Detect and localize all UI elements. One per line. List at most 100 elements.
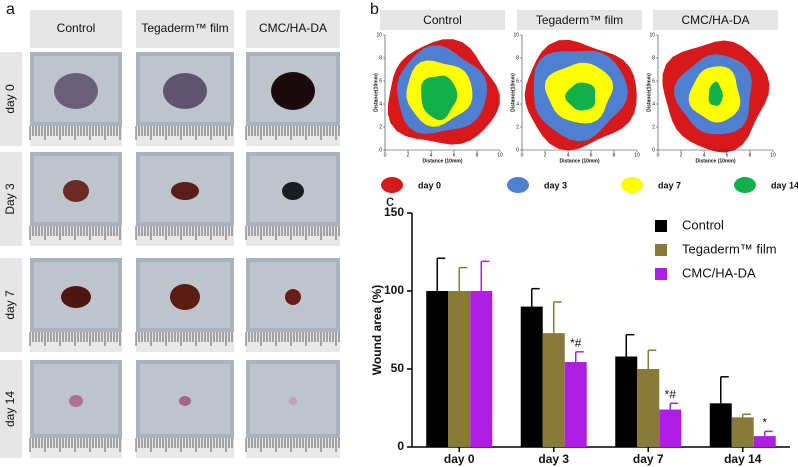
ruler (246, 226, 340, 246)
x-tick-label: 10 (634, 152, 640, 158)
panel-letter: a (6, 1, 15, 18)
legend-label: Control (682, 217, 724, 232)
y-tick-label: 0 (516, 147, 519, 153)
significance-mark: * (762, 416, 767, 430)
bar (470, 291, 493, 447)
legend-swatch (655, 268, 667, 280)
row-label-box (0, 52, 22, 146)
x-tick-label: day 0 (444, 452, 475, 466)
bar (520, 306, 543, 447)
x-tick-label: 4 (430, 152, 433, 158)
x-tick-label: 6 (590, 152, 593, 158)
y-axis-label: Distance(10mm) (646, 73, 652, 112)
y-tick-label: 8 (516, 55, 519, 61)
y-tick-label: 0 (652, 147, 655, 153)
wound (69, 395, 83, 407)
bar (564, 361, 587, 447)
legend-label: day 7 (658, 180, 681, 190)
row-label-box (0, 152, 22, 246)
wound (285, 289, 301, 305)
bar (753, 436, 776, 447)
y-tick-label: 50 (391, 361, 405, 375)
wound (171, 182, 199, 200)
x-tick-label: 8 (476, 152, 479, 158)
x-tick-label: 4 (567, 152, 570, 158)
y-tick-label: 4 (516, 101, 519, 107)
legend-swatch (655, 244, 667, 256)
row-label-box (0, 360, 22, 458)
row-label: Day 3 (3, 183, 17, 215)
bar (615, 356, 638, 447)
plot-title: CMC/HA-DA (682, 13, 750, 27)
legend-label: CMC/HA-DA (682, 265, 756, 280)
plot-title: Tegaderm™ film (536, 13, 623, 27)
significance-mark: *# (570, 336, 582, 350)
ruler (246, 332, 340, 352)
row-label: day 0 (3, 84, 17, 114)
legend-swatch (621, 177, 643, 193)
legend-swatch (507, 177, 529, 193)
plot-title: Control (423, 13, 462, 27)
x-tick-label: 6 (453, 152, 456, 158)
y-tick-label: 2 (516, 124, 519, 130)
y-tick-label: 2 (379, 124, 382, 130)
wound (271, 72, 315, 110)
bar (542, 333, 565, 447)
legend-swatch (655, 220, 667, 232)
legend-swatch (734, 177, 756, 193)
ruler (136, 332, 234, 352)
y-tick-label: 0 (379, 147, 382, 153)
y-tick-label: 0 (397, 439, 404, 453)
wound (61, 286, 91, 308)
wound (179, 396, 191, 406)
column-header: CMC/HA-DA (259, 21, 327, 35)
x-axis-label: Distance (10mm) (559, 158, 599, 164)
plot-title-box (653, 10, 778, 30)
row-label: day 14 (3, 391, 17, 427)
wound (289, 397, 297, 405)
legend-label: day 14 (771, 180, 798, 190)
bar (731, 417, 754, 447)
y-axis-label: Wound area (%) (370, 285, 384, 375)
x-tick-label: 10 (497, 152, 503, 158)
x-axis-label: Distance (10mm) (695, 158, 735, 164)
plot-title-box (380, 10, 505, 30)
column-header-box (246, 10, 340, 48)
y-tick-label: 2 (652, 124, 655, 130)
plot-title-box (517, 10, 642, 30)
x-tick-label: 2 (680, 152, 683, 158)
ruler (136, 226, 234, 246)
x-tick-label: 2 (544, 152, 547, 158)
panel-letter: c (386, 193, 394, 210)
bar (709, 403, 732, 447)
y-axis-label: Distance(10mm) (510, 73, 516, 112)
wound-contour (708, 81, 723, 106)
y-axis-label: Distance(10mm) (373, 73, 379, 112)
y-tick-label: 6 (516, 78, 519, 84)
wound (63, 180, 89, 202)
bar (659, 409, 682, 447)
bar (448, 291, 471, 447)
bar (426, 291, 449, 447)
x-tick-label: 4 (703, 152, 706, 158)
x-tick-label: 8 (613, 152, 616, 158)
y-tick-label: 4 (379, 101, 382, 107)
column-header: Control (57, 21, 96, 35)
column-header-box (30, 10, 122, 48)
y-tick-label: 10 (649, 32, 655, 38)
wound (282, 182, 304, 200)
y-tick-label: 10 (513, 32, 519, 38)
significance-mark: *# (665, 387, 677, 401)
wound (170, 284, 200, 310)
legend-label: day 0 (418, 180, 441, 190)
column-header-box (136, 10, 234, 48)
row-label: day 7 (3, 290, 17, 320)
y-tick-label: 4 (652, 101, 655, 107)
legend-label: Tegaderm™ film (682, 241, 777, 256)
ruler (136, 126, 234, 146)
y-tick-label: 100 (384, 283, 404, 297)
x-tick-label: 0 (384, 152, 387, 158)
x-tick-label: day 14 (724, 452, 762, 466)
x-axis-label: Distance (10mm) (422, 158, 462, 164)
